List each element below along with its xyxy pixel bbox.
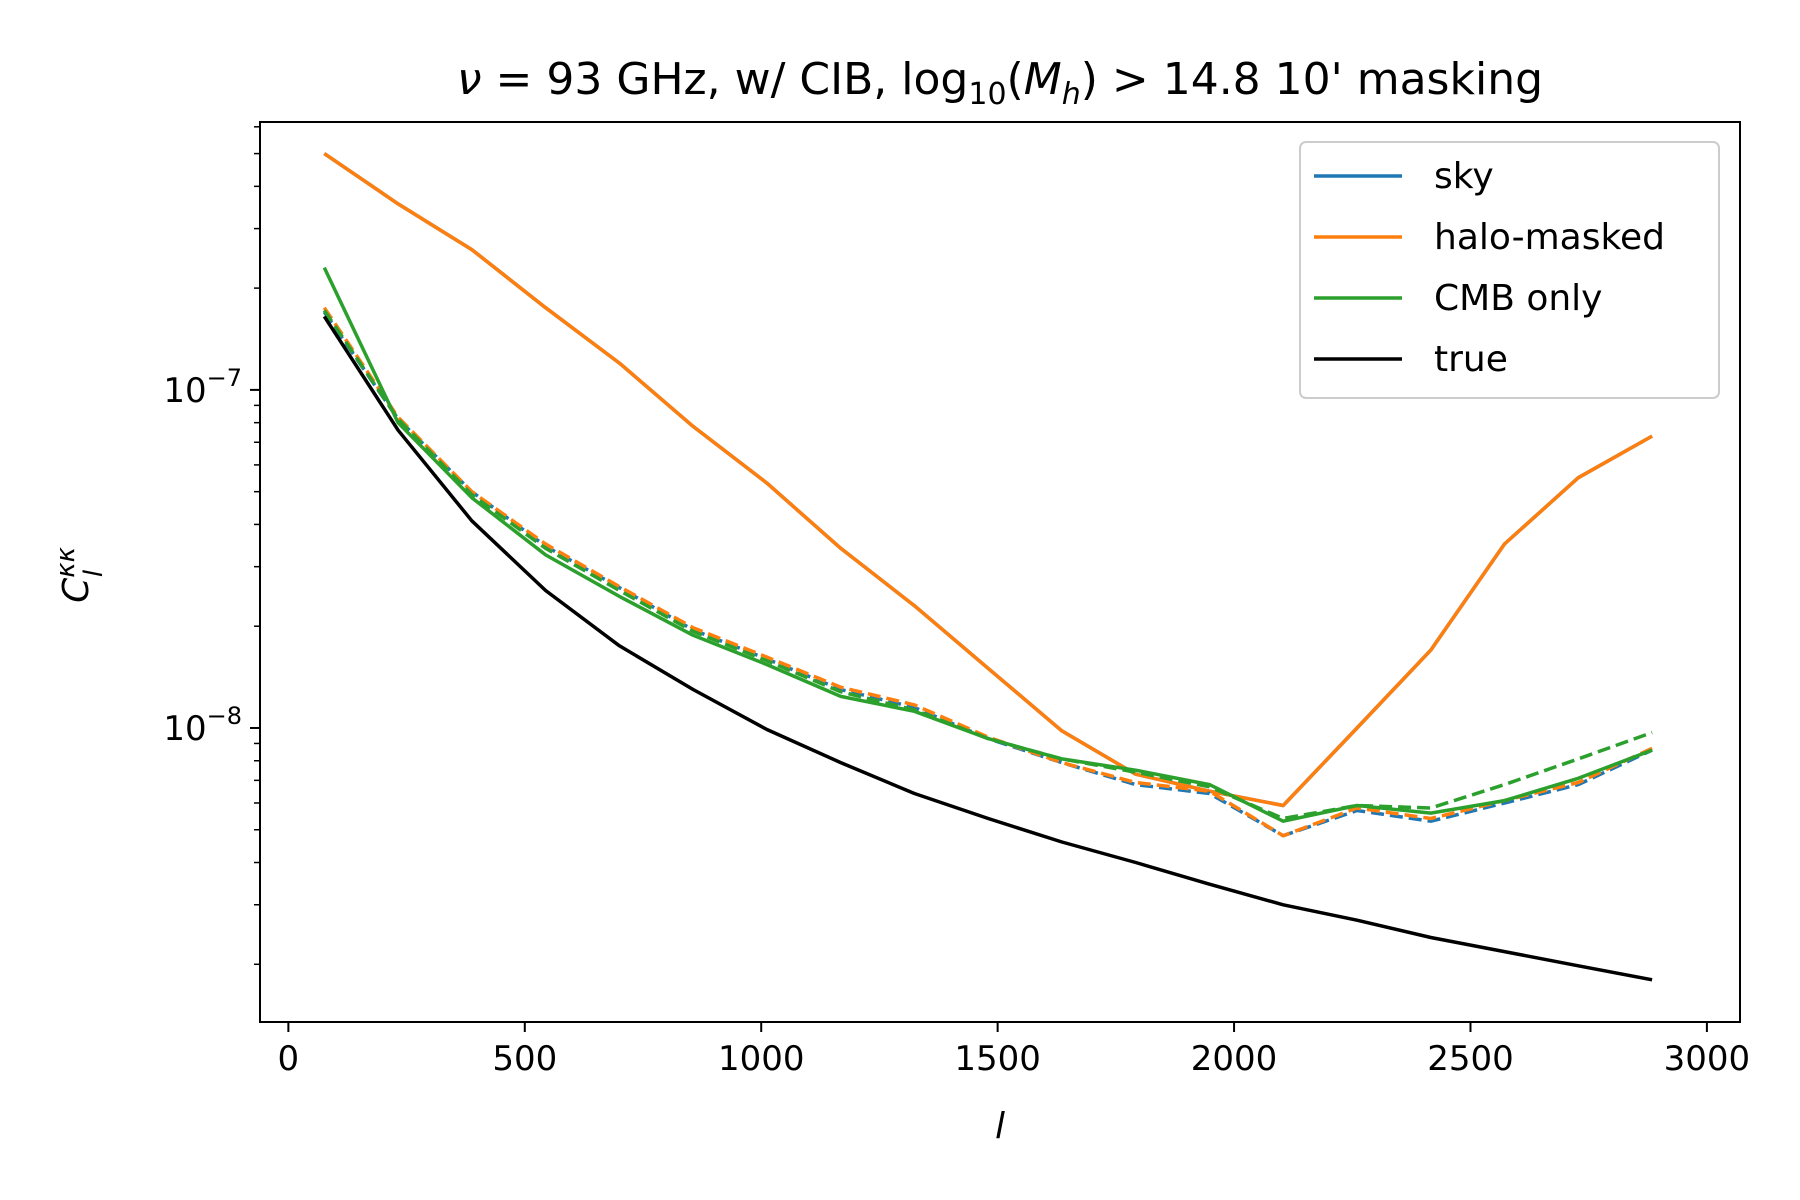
series-layer bbox=[322, 152, 1653, 982]
series-line-halo-masked-dashed bbox=[322, 306, 1653, 838]
chart-title: ν = 93 GHz, w/ CIB, log10(Mh) > 14.8 10'… bbox=[457, 54, 1543, 112]
y-axis-ticks: 10−8 10−7 bbox=[163, 126, 260, 966]
series-line-halo-masked bbox=[323, 152, 1653, 808]
x-tick-label: 3000 bbox=[1664, 1039, 1751, 1079]
legend: sky halo-masked CMB only true bbox=[1299, 141, 1720, 399]
x-tick-label: 1000 bbox=[718, 1039, 805, 1079]
x-axis-label: l bbox=[995, 1106, 1005, 1147]
legend-label-cmb-only: CMB only bbox=[1434, 278, 1603, 319]
legend-label-sky: sky bbox=[1434, 156, 1494, 197]
y-tick-label: 10−7 bbox=[163, 364, 242, 411]
x-tick-label: 500 bbox=[492, 1039, 557, 1079]
legend-box bbox=[1299, 141, 1720, 399]
x-tick-label: 2500 bbox=[1427, 1039, 1514, 1079]
x-tick-label: 0 bbox=[278, 1039, 300, 1079]
x-tick-label: 2000 bbox=[1191, 1039, 1278, 1079]
y-axis-label: Cκκl bbox=[51, 546, 109, 602]
x-tick-label: 1500 bbox=[954, 1039, 1041, 1079]
legend-label-halo-masked: halo-masked bbox=[1434, 217, 1665, 258]
plot-frame bbox=[259, 121, 1741, 1023]
x-axis-ticks: 0 500 1000 1500 2000 2500 3000 bbox=[278, 1022, 1751, 1079]
series-line-cmb-only bbox=[322, 266, 1653, 823]
legend-label-true: true bbox=[1434, 339, 1508, 380]
series-line-true bbox=[322, 315, 1653, 982]
y-tick-label: 10−8 bbox=[163, 702, 242, 749]
series-line-cmb-only-dashed bbox=[322, 309, 1653, 821]
